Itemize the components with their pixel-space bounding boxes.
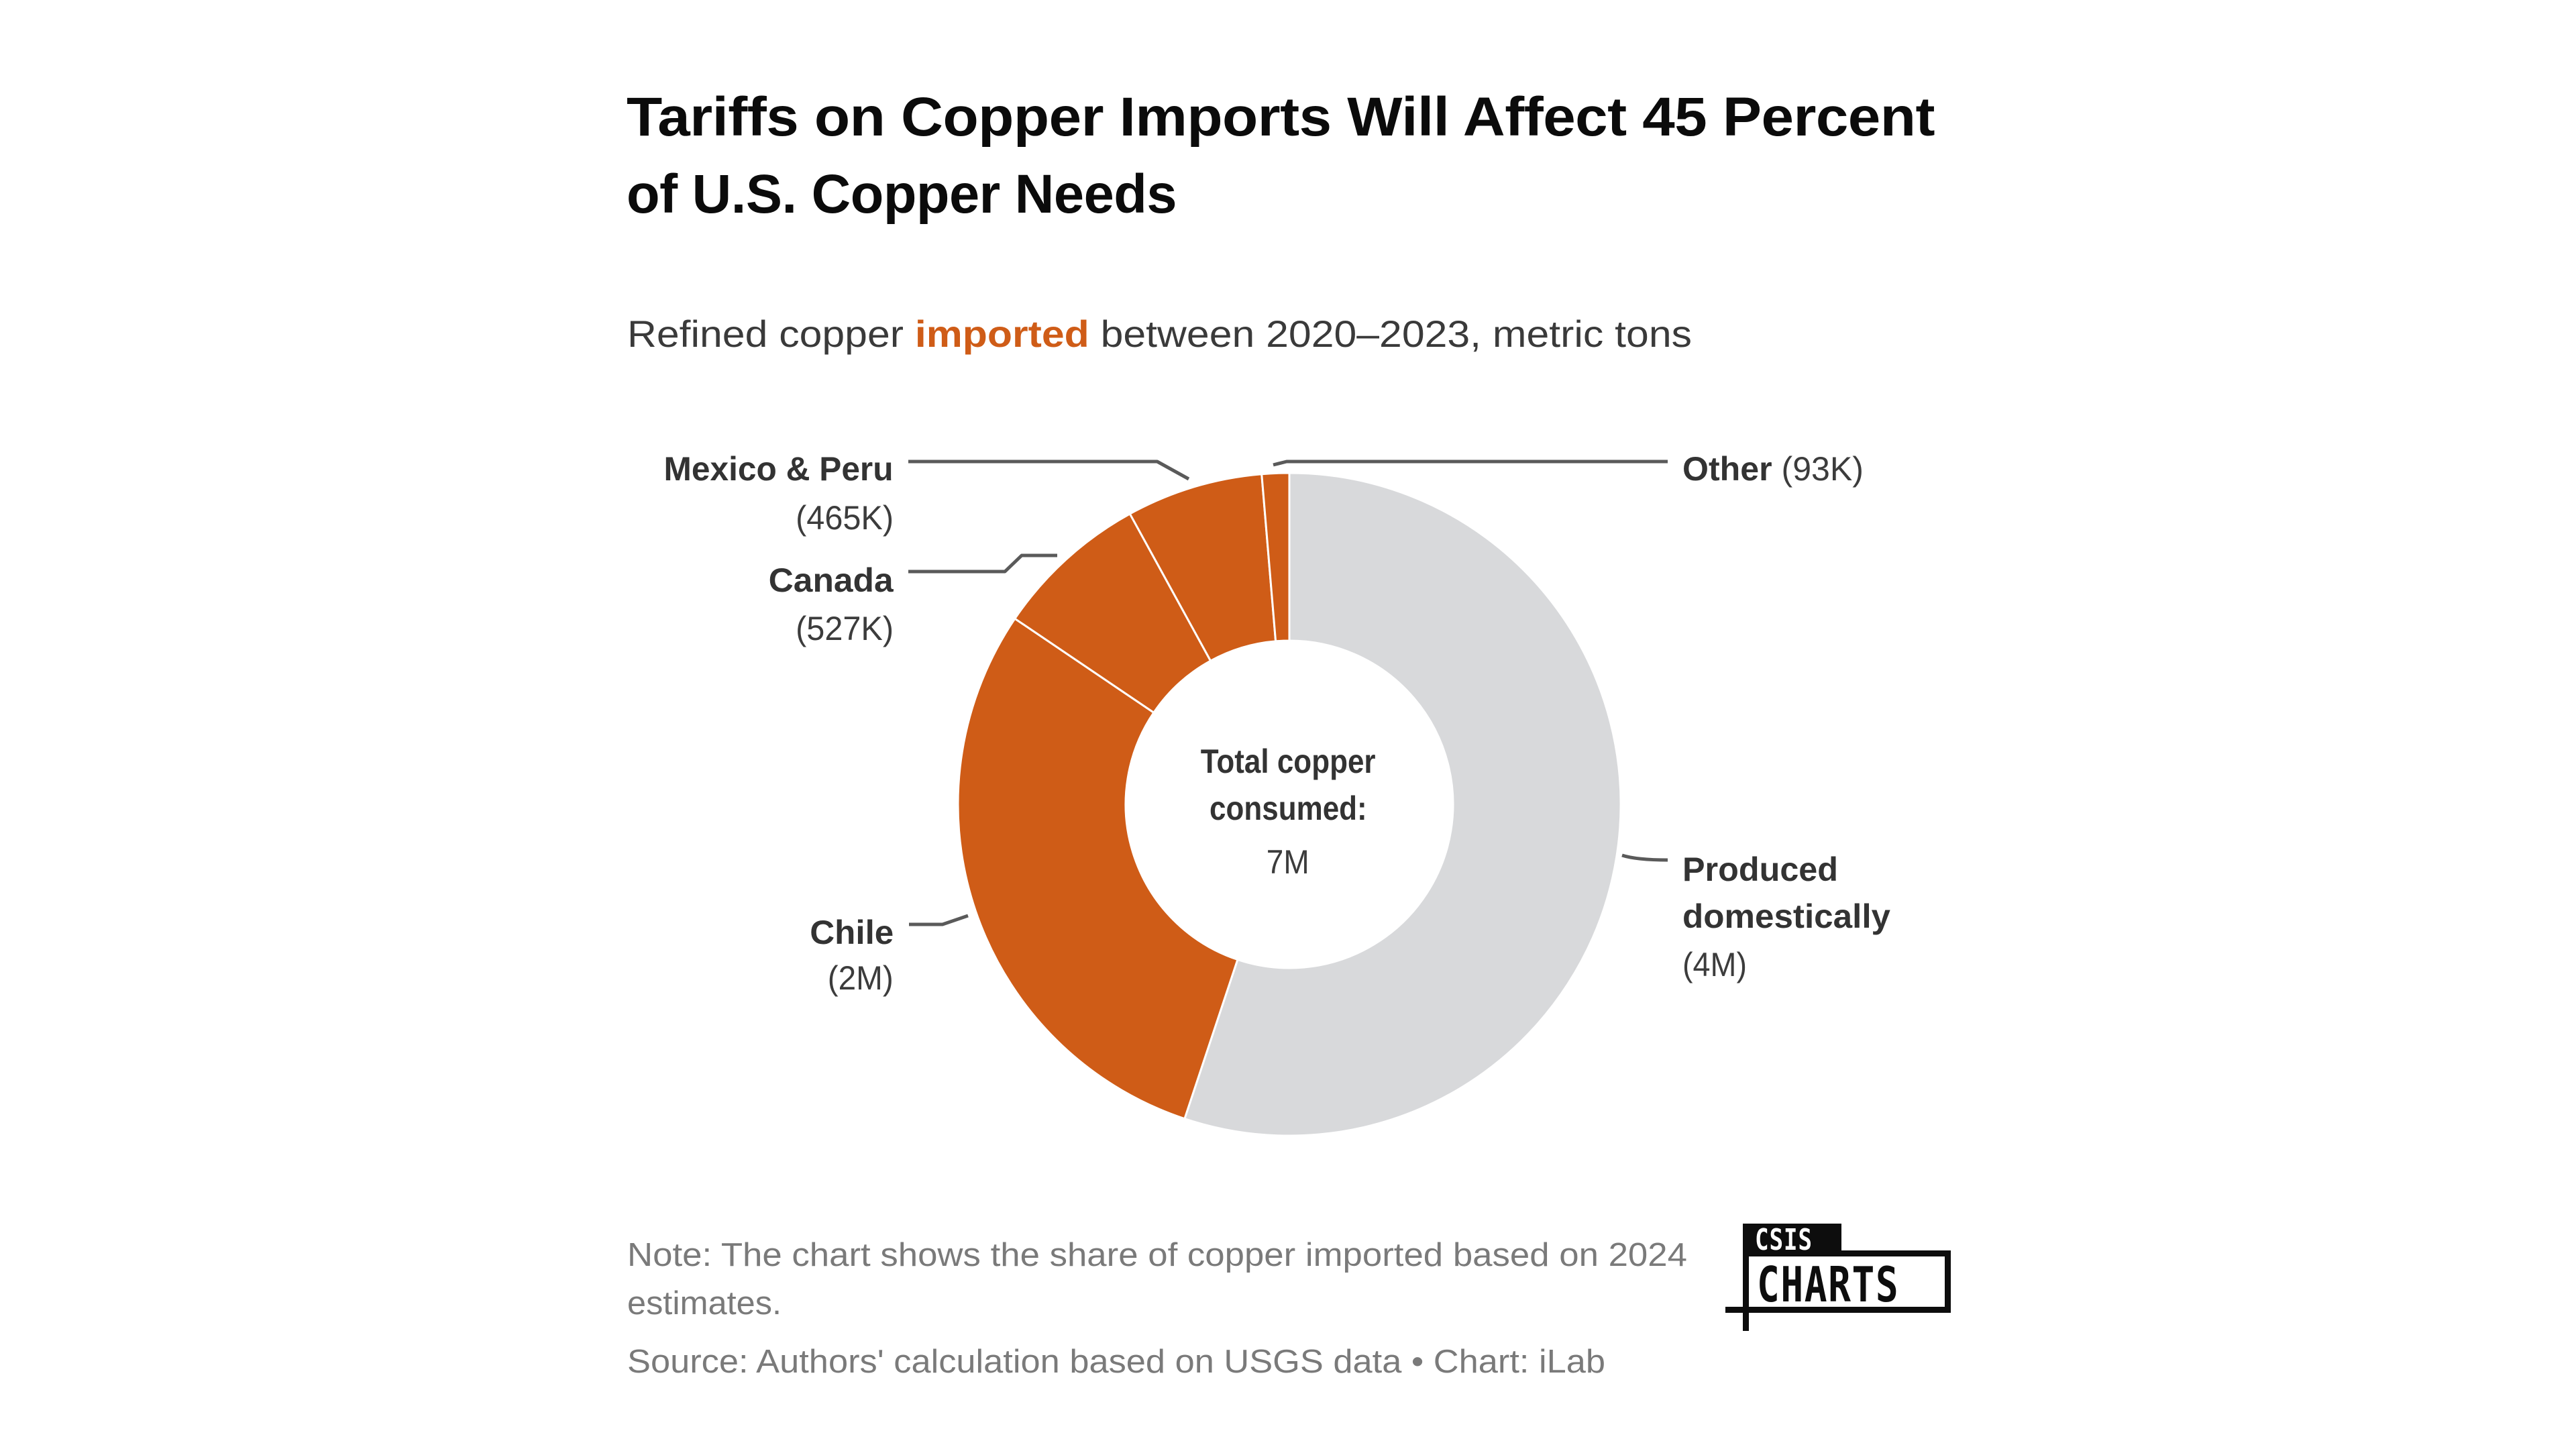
footer-note-line-2: estimates. bbox=[627, 1287, 782, 1320]
label-chile-name: Chile bbox=[809, 914, 894, 951]
value-produced: (4M) bbox=[1682, 948, 1752, 981]
donut-slices bbox=[957, 472, 1622, 1137]
footer-note-line-1: Note: The chart shows the share of coppe… bbox=[627, 1239, 1687, 1272]
donut-slice-produced-domestically bbox=[1183, 472, 1622, 1137]
chart-subtitle-text: Refined copper imported between 2020–202… bbox=[627, 315, 1692, 353]
chart-subtitle: Refined copper imported between 2020–202… bbox=[627, 315, 1692, 353]
value-produced-text: (4M) bbox=[1682, 946, 1748, 983]
value-canada: (527K) bbox=[793, 612, 894, 645]
logo-top-text: CSIS bbox=[1755, 1223, 1813, 1257]
footer-source: Source: Authors' calculation based on US… bbox=[627, 1346, 1605, 1379]
label-canada: Canada bbox=[768, 561, 894, 599]
label-produced-line-1: Produced bbox=[1682, 851, 1839, 888]
center-label-line-2: consumed: bbox=[1154, 792, 1422, 825]
value-mexico-peru-text: (465K) bbox=[796, 499, 894, 537]
label-canada-name: Canada bbox=[768, 561, 894, 599]
label-produced-line-2: domestically bbox=[1682, 900, 1890, 933]
label-chile: Chile bbox=[809, 914, 894, 951]
logo-tab: CSIS bbox=[1743, 1223, 1841, 1257]
footer-source-text: Source: Authors' calculation based on US… bbox=[627, 1344, 1606, 1380]
label-produced-name-2: domestically bbox=[1682, 898, 1890, 935]
leader-line-mexico-peru bbox=[908, 460, 1190, 481]
leader-line-chile bbox=[909, 914, 969, 926]
chart-title-text-2: of U.S. Copper Needs bbox=[627, 164, 1177, 225]
leader-line-other bbox=[1273, 460, 1668, 467]
donut-slice-other bbox=[1260, 472, 1291, 643]
logo-tick-mark bbox=[1743, 1307, 1749, 1331]
chart-title-text-1: Tariffs on Copper Imports Will Affect 45… bbox=[627, 87, 1935, 148]
center-value-text: 7M bbox=[1267, 843, 1309, 881]
label-mexico-peru: Mexico & Peru bbox=[662, 452, 894, 486]
label-other-name: Other bbox=[1682, 450, 1772, 488]
chart-title-line-1: Tariffs on Copper Imports Will Affect 45… bbox=[627, 90, 1935, 145]
logo-baseline-mark bbox=[1725, 1307, 1746, 1313]
label-produced-name-1: Produced bbox=[1682, 851, 1839, 888]
center-label-text-1: Total copper bbox=[1200, 743, 1376, 780]
footer-note-text-2: estimates. bbox=[627, 1285, 782, 1322]
logo-bottom-text: CHARTS bbox=[1757, 1256, 1900, 1313]
value-canada-text: (527K) bbox=[796, 610, 894, 647]
leader-line-produced bbox=[1621, 853, 1668, 862]
center-label-text-2: consumed: bbox=[1209, 790, 1367, 827]
label-mexico-peru-name: Mexico & Peru bbox=[663, 450, 894, 488]
label-other: Other (93K) bbox=[1682, 452, 1864, 486]
label-other-group: Other (93K) bbox=[1682, 452, 1864, 486]
value-mexico-peru: (465K) bbox=[793, 501, 894, 535]
subtitle-after: between 2020–2023, metric tons bbox=[1100, 313, 1692, 355]
subtitle-before: Refined copper bbox=[627, 313, 904, 355]
value-chile: (2M) bbox=[824, 961, 894, 995]
subtitle-highlight: imported bbox=[914, 313, 1089, 355]
footer-note-text-1: Note: The chart shows the share of coppe… bbox=[627, 1237, 1687, 1273]
leader-lines bbox=[908, 460, 1668, 926]
value-chile-text: (2M) bbox=[828, 959, 894, 997]
value-other-text: (93K) bbox=[1781, 450, 1864, 488]
leader-line-canada bbox=[908, 553, 1057, 574]
center-label-line-1: Total copper bbox=[1154, 745, 1422, 778]
logo-box: CHARTS bbox=[1743, 1250, 1951, 1313]
chart-title-line-2: of U.S. Copper Needs bbox=[627, 167, 1182, 222]
donut-slice-chile bbox=[957, 617, 1239, 1120]
center-value: 7M bbox=[1154, 845, 1422, 879]
